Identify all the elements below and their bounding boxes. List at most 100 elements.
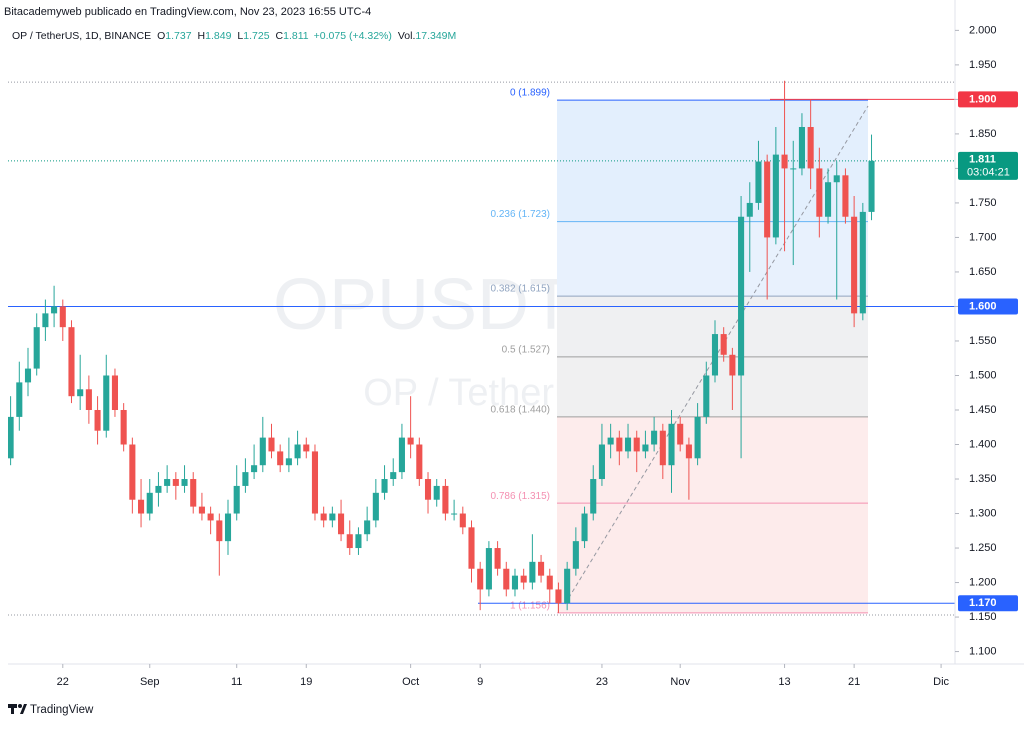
candle-body [442,485,449,514]
candle-body [216,520,223,542]
candle-body [729,354,736,376]
candle-body [277,451,284,466]
fib-label: 0.236 (1.723) [491,209,551,220]
candle-body [651,430,658,445]
price-badge [958,595,1018,612]
candle-body [511,575,519,590]
candle-body [381,479,388,493]
candle-body [738,216,745,376]
price-badge [958,298,1018,315]
x-tick-label: 23 [596,676,608,688]
candle-body [624,437,632,452]
candle-body [833,175,840,183]
y-tick-label: 2.000 [969,24,997,36]
candle-body [407,437,414,445]
fib-label: 0.618 (1.440) [491,405,551,416]
countdown: 03:04:21 [967,167,1010,179]
candle-body [642,444,649,452]
candle-body [94,409,101,431]
candle-body [346,534,353,549]
candle-body [755,161,762,203]
candle-body [59,306,66,328]
y-tick-label: 1.400 [969,438,997,450]
candle-body [711,334,719,376]
candle-body [581,513,588,542]
candle-body [181,479,188,486]
x-tick-label: 11 [231,676,242,688]
candle-body [538,561,545,576]
candle-body [120,409,127,445]
y-tick-label: 1.250 [969,542,997,554]
candle-body [781,154,788,169]
candle-body [477,568,484,590]
candle-body [685,444,692,459]
fib-label: 0.382 (1.615) [491,284,551,295]
y-tick-label: 1.500 [969,369,997,381]
candle-body [303,444,310,452]
candle-body [677,423,684,445]
y-tick-label: 1.300 [969,507,997,519]
candle-body [285,458,292,466]
candle-body [720,334,727,355]
candle-body [129,444,136,500]
candle-body [138,499,145,514]
candle-body [485,548,492,590]
fib-label: 1 (1.156) [510,601,550,612]
candle-body [424,479,432,500]
candle-body [590,479,597,514]
ohlc-key: C [276,30,284,42]
y-tick-label: 1.750 [969,197,997,209]
last-price-badge [958,151,1018,180]
ohlc-key: H [198,30,206,42]
fib-label: 0 (1.899) [510,88,550,99]
symbol: OP / TetherUS, 1D, BINANCE [12,30,151,42]
candle-body [224,513,232,542]
candle-body [790,168,797,170]
y-tick-label: 1.150 [969,611,997,623]
candle-body [233,485,240,514]
volume-key: Vol. [398,30,416,42]
candle-body [190,479,197,507]
price-badge-label: 1.900 [969,93,997,105]
candle-body [459,513,466,528]
candle-body [598,444,605,480]
fib-band [557,416,868,504]
x-tick-label: Dic [933,676,949,688]
y-tick-label: 1.700 [969,231,997,243]
candle-body [390,472,397,480]
last-price-label: 1.811 [969,154,996,166]
y-tick-label: 1.200 [969,576,997,588]
footer-brand: TradingView [30,704,94,716]
y-tick-label: 1.650 [969,266,997,278]
candle-body [668,423,675,466]
candle-body [616,437,623,452]
candle-body [111,375,119,410]
candle-body [42,313,49,328]
fib-band [557,503,868,613]
candle-body [85,389,92,410]
candle-body [468,527,475,569]
candle-body [320,513,327,521]
candle-body [68,327,75,397]
candle-body [24,368,32,383]
candle-body [816,168,823,217]
candle-body [259,437,266,466]
candle-body [251,465,258,473]
candle-body [242,472,249,486]
y-tick-label: 1.350 [969,473,997,485]
candle-body [172,479,179,486]
candle-body [51,306,58,314]
candle-body [355,534,362,549]
x-tick-label: Sep [140,676,160,688]
ohlc-key: L [237,30,243,42]
candle-body [564,568,571,604]
candle-body [451,513,458,515]
candle-body [146,492,153,514]
candle-body [294,444,301,459]
candle-body [520,575,527,583]
y-tick-label: 1.550 [969,335,997,347]
candle-body [8,416,14,459]
candle-body [433,485,440,500]
volume: 17.349M [415,30,456,42]
